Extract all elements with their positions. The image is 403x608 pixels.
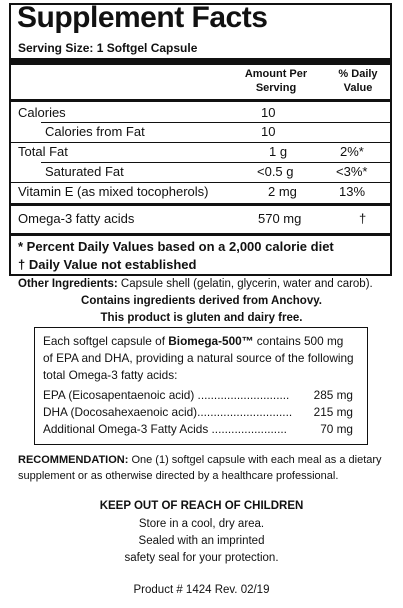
footnote-not-established: † Daily Value not established <box>18 257 197 272</box>
dha-value: 215 mg <box>313 405 353 419</box>
divider-thick <box>11 58 390 65</box>
epa-label: EPA (Eicosapentaenoic acid) ............… <box>43 388 290 402</box>
divider-medium <box>11 99 390 102</box>
warning-heading: KEEP OUT OF REACH OF CHILDREN <box>99 500 304 512</box>
divider-medium <box>11 233 390 236</box>
anchovy-notice: Contains ingredients derived from Anchov… <box>81 295 322 307</box>
supplement-facts-panel: Supplement Facts Serving Size: 1 Softgel… <box>9 1 392 276</box>
additional-omega3-value: 70 mg <box>320 422 353 436</box>
serving-size: Serving Size: 1 Softgel Capsule <box>18 41 198 55</box>
header-amount: Amount Per Serving <box>244 68 308 94</box>
storage-line: Store in a cool, dry area. <box>138 518 265 530</box>
product-number: Product # 1424 Rev. 02/19 <box>133 584 270 596</box>
header-daily-value: % Daily Value <box>338 68 378 94</box>
fact-row: Omega-3 fatty acids 570 mg † <box>18 211 367 226</box>
other-ingredients: Other Ingredients: Capsule shell (gelati… <box>18 278 373 290</box>
additional-omega3-label: Additional Omega-3 Fatty Acids .........… <box>43 422 287 436</box>
fact-row: Total Fat 1 g 2%* <box>18 144 364 159</box>
divider-medium <box>11 203 390 206</box>
fact-row: Vitamin E (as mixed tocopherols) 2 mg 13… <box>18 184 366 199</box>
recommendation-line2: supplement or as otherwise directed by a… <box>18 470 339 482</box>
box-intro-line: total Omega-3 fatty acids: <box>43 368 178 382</box>
recommendation: RECOMMENDATION: One (1) softgel capsule … <box>18 454 382 466</box>
dha-label: DHA (Docosahexaenoic acid)..............… <box>43 405 293 419</box>
epa-value: 285 mg <box>313 388 353 402</box>
fact-row: Calories from Fat 10 <box>45 124 276 139</box>
seal-line: Sealed with an imprinted <box>138 535 265 547</box>
footnote-daily-values: * Percent Daily Values based on a 2,000 … <box>18 239 334 254</box>
fact-row: Calories 10 <box>18 105 276 120</box>
box-intro-line: Each softgel capsule of Biomega-500™ con… <box>43 334 344 348</box>
fact-row: Saturated Fat <0.5 g <3%* <box>45 164 368 179</box>
gluten-dairy-notice: This product is gluten and dairy free. <box>100 312 303 324</box>
box-intro-line: of EPA and DHA, providing a natural sour… <box>43 351 354 365</box>
facts-title: Supplement Facts <box>17 1 268 34</box>
seal-line-2: safety seal for your protection. <box>124 552 279 564</box>
omega-3-breakdown-box: Each softgel capsule of Biomega-500™ con… <box>34 327 368 445</box>
